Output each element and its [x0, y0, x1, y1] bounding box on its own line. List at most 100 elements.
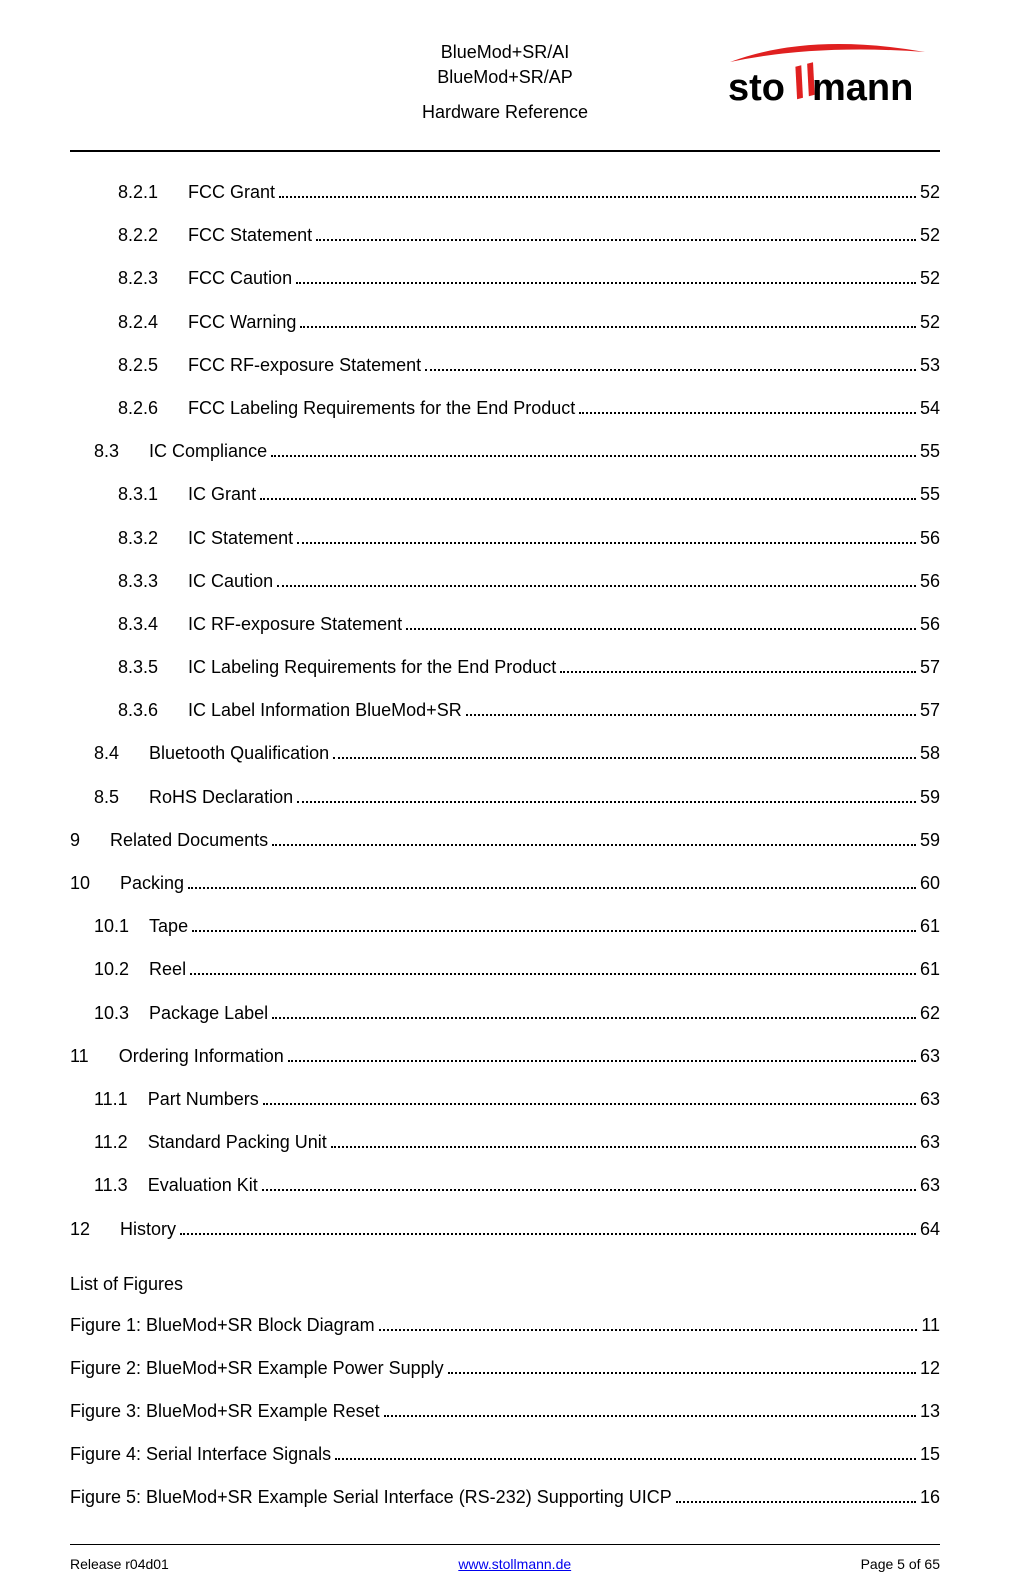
lof-entry: Figure 4: Serial Interface Signals15: [70, 1442, 940, 1467]
toc-page-number: 61: [920, 957, 940, 982]
toc-leader-dots: [188, 879, 916, 889]
toc-title: Package Label: [149, 1001, 268, 1026]
footer-page-number: Page 5 of 65: [861, 1556, 940, 1572]
toc-title: RoHS Declaration: [149, 785, 293, 810]
toc-entry: 11.1 Part Numbers63: [70, 1087, 940, 1112]
toc-entry: 8.2.1 FCC Grant52: [70, 180, 940, 205]
toc-leader-dots: [297, 533, 916, 543]
toc-leader-dots: [288, 1052, 916, 1062]
toc-entry: 10.1 Tape61: [70, 914, 940, 939]
toc-page-number: 56: [920, 612, 940, 637]
toc-leader-dots: [406, 620, 916, 630]
toc-page-number: 62: [920, 1001, 940, 1026]
toc-entry: 9 Related Documents59: [70, 828, 940, 853]
lof-page-number: 15: [920, 1442, 940, 1467]
lof-leader-dots: [448, 1364, 916, 1374]
toc-title: Standard Packing Unit: [148, 1130, 327, 1155]
toc-leader-dots: [271, 447, 916, 457]
toc-page-number: 57: [920, 655, 940, 680]
header-rule: [70, 150, 940, 152]
toc-leader-dots: [466, 706, 916, 716]
toc-number: 12: [70, 1217, 120, 1242]
lof-entry: Figure 1: BlueMod+SR Block Diagram 11: [70, 1313, 940, 1338]
toc-entry: 8.4 Bluetooth Qualification58: [70, 741, 940, 766]
footer-rule: [70, 1544, 940, 1545]
toc-leader-dots: [316, 231, 916, 241]
toc-title: FCC Caution: [188, 266, 292, 291]
toc-entry: 10.2 Reel61: [70, 957, 940, 982]
toc-leader-dots: [272, 836, 916, 846]
toc-entry: 8.2.6 FCC Labeling Requirements for the …: [70, 396, 940, 421]
toc-number: 11: [70, 1044, 119, 1069]
toc-title: IC Statement: [188, 526, 293, 551]
toc-leader-dots: [190, 965, 916, 975]
toc-title: Reel: [149, 957, 186, 982]
lof-page-number: 12: [920, 1356, 940, 1381]
toc-number: 8.3.1: [118, 482, 188, 507]
list-of-figures: Figure 1: BlueMod+SR Block Diagram11Figu…: [70, 1313, 940, 1511]
toc-entry: 8.2.5 FCC RF-exposure Statement53: [70, 353, 940, 378]
toc-title: IC Compliance: [149, 439, 267, 464]
toc-page-number: 56: [920, 526, 940, 551]
list-of-figures-heading: List of Figures: [70, 1274, 940, 1295]
footer-link[interactable]: www.stollmann.de: [458, 1556, 571, 1572]
lof-title: Figure 1: BlueMod+SR Block Diagram: [70, 1313, 375, 1338]
toc-page-number: 53: [920, 353, 940, 378]
toc-title: IC RF-exposure Statement: [188, 612, 402, 637]
toc-entry: 8.3.3 IC Caution 56: [70, 569, 940, 594]
lof-leader-dots: [384, 1407, 916, 1417]
toc-page-number: 52: [920, 310, 940, 335]
lof-leader-dots: [379, 1321, 918, 1331]
lof-page-number: 13: [920, 1399, 940, 1424]
toc-entry: 8.3.2 IC Statement 56: [70, 526, 940, 551]
toc-entry: 8.3.6 IC Label Information BlueMod+SR57: [70, 698, 940, 723]
toc-leader-dots: [331, 1138, 916, 1148]
toc-page-number: 59: [920, 785, 940, 810]
toc-number: 8.2.2: [118, 223, 188, 248]
page-header: BlueMod+SR/AI BlueMod+SR/AP Hardware Ref…: [70, 40, 940, 150]
toc-number: 8.3.6: [118, 698, 188, 723]
toc-entry: 11.2 Standard Packing Unit63: [70, 1130, 940, 1155]
lof-leader-dots: [676, 1493, 916, 1503]
toc-number: 8.2.5: [118, 353, 188, 378]
toc-page-number: 55: [920, 482, 940, 507]
toc-title: IC Label Information BlueMod+SR: [188, 698, 462, 723]
lof-page-number: 16: [920, 1485, 940, 1510]
table-of-contents: 8.2.1 FCC Grant52 8.2.2 FCC Statement 52 8.…: [70, 180, 940, 1242]
toc-leader-dots: [425, 361, 916, 371]
lof-page-number: 11: [921, 1313, 940, 1338]
toc-title: FCC Warning: [188, 310, 296, 335]
toc-title: Related Documents: [110, 828, 268, 853]
toc-number: 11.3: [94, 1173, 148, 1198]
toc-page-number: 56: [920, 569, 940, 594]
svg-text:mann: mann: [812, 67, 913, 109]
lof-title: Figure 5: BlueMod+SR Example Serial Inte…: [70, 1485, 672, 1510]
toc-leader-dots: [263, 1095, 916, 1105]
toc-title: History: [120, 1217, 176, 1242]
toc-leader-dots: [560, 663, 916, 673]
toc-number: 8.3: [94, 439, 149, 464]
toc-number: 8.3.3: [118, 569, 188, 594]
toc-number: 11.2: [94, 1130, 148, 1155]
toc-page-number: 54: [920, 396, 940, 421]
page-footer: Release r04d01 www.stollmann.de Page 5 o…: [70, 1556, 940, 1572]
toc-number: 8.4: [94, 741, 149, 766]
toc-title: FCC Statement: [188, 223, 312, 248]
toc-page-number: 64: [920, 1217, 940, 1242]
toc-title: IC Caution: [188, 569, 273, 594]
toc-number: 11.1: [94, 1087, 148, 1112]
toc-title: Bluetooth Qualification: [149, 741, 329, 766]
toc-leader-dots: [262, 1181, 916, 1191]
toc-title: Tape: [149, 914, 188, 939]
toc-number: 8.3.2: [118, 526, 188, 551]
toc-title: IC Grant: [188, 482, 256, 507]
toc-page-number: 61: [920, 914, 940, 939]
toc-leader-dots: [260, 490, 916, 500]
toc-entry: 8.3.5 IC Labeling Requirements for the E…: [70, 655, 940, 680]
toc-leader-dots: [272, 1008, 916, 1018]
toc-page-number: 63: [920, 1173, 940, 1198]
toc-entry: 10.3 Package Label 62: [70, 1001, 940, 1026]
toc-title: IC Labeling Requirements for the End Pro…: [188, 655, 556, 680]
toc-leader-dots: [297, 793, 916, 803]
toc-number: 10.3: [94, 1001, 149, 1026]
